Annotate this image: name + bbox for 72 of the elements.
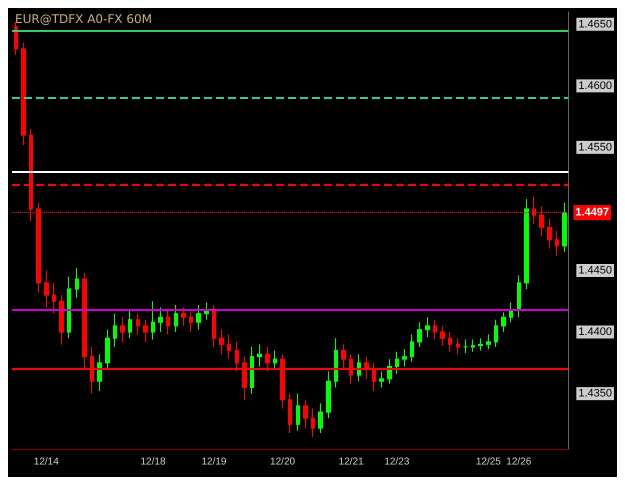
- candlestick: [296, 393, 300, 432]
- candlestick: [395, 351, 399, 374]
- candlestick: [181, 306, 186, 326]
- candlestick: [501, 312, 506, 333]
- candlestick: [417, 322, 422, 348]
- x-tick-label: 12/20: [270, 456, 296, 468]
- candlestick: [196, 304, 201, 330]
- x-tick-label: 12/18: [140, 456, 166, 468]
- candlestick: [486, 334, 491, 350]
- candlestick: [143, 319, 148, 342]
- candlestick: [257, 344, 262, 368]
- candlestick: [547, 218, 552, 249]
- candlestick: [174, 304, 178, 333]
- x-tick-label: 12/23: [384, 456, 410, 468]
- candlestick: [105, 329, 110, 370]
- candlestick: [166, 309, 170, 336]
- candlestick: [311, 408, 315, 438]
- candlestick: [303, 399, 308, 429]
- candlestick: [227, 334, 231, 360]
- chart-title: EUR@TDFX A0-FX 60M: [15, 12, 152, 26]
- candlestick: [555, 230, 559, 256]
- candlestick: [334, 338, 338, 388]
- y-tick-label: 1.4550: [578, 141, 612, 154]
- candlestick: [67, 276, 71, 339]
- candlestick: [273, 350, 277, 370]
- candlestick: [562, 202, 567, 253]
- x-tick-label: 12/14: [34, 456, 60, 468]
- candlestick: [379, 370, 384, 388]
- candlestick: [158, 306, 163, 333]
- candlestick: [136, 313, 140, 336]
- candlestick: [97, 354, 102, 392]
- candlestick: [402, 348, 407, 368]
- candlestick: [120, 316, 125, 342]
- candlestick: [471, 338, 475, 352]
- y-tick-label: 1.4350: [578, 388, 612, 400]
- candlestick: [21, 42, 26, 146]
- candlestick: [288, 393, 292, 434]
- x-tick-label: 12/26: [506, 456, 532, 468]
- candlestick: [463, 338, 468, 354]
- candlestick: [52, 282, 56, 314]
- candlestick: [517, 274, 521, 318]
- candlestick: [212, 304, 216, 348]
- candlestick: [189, 312, 193, 333]
- x-tick-label: 12/21: [338, 456, 364, 468]
- candlestick: [456, 338, 460, 355]
- x-tick-label: 12/25: [476, 456, 502, 468]
- candlestick: [318, 402, 323, 434]
- candlestick: [433, 319, 437, 340]
- y-tick-label: 1.4600: [578, 80, 612, 92]
- y-tick-label: 1.4400: [578, 326, 612, 338]
- x-tick-label: 12/19: [201, 456, 227, 468]
- y-tick-label: 1.4450: [578, 264, 612, 277]
- candlestick: [44, 270, 49, 308]
- candlestick: [509, 302, 513, 323]
- candlestick: [219, 329, 224, 355]
- candlestick: [250, 346, 254, 394]
- candlestick: [151, 300, 155, 340]
- ref-line-label: 1.4497: [575, 206, 610, 219]
- candlestick: [448, 332, 452, 352]
- candlestick: [478, 338, 483, 352]
- candlestick: [128, 309, 132, 339]
- candlestick: [14, 21, 18, 56]
- candlestick: [59, 294, 64, 345]
- candlestick: [75, 268, 79, 298]
- candlestick: [113, 313, 117, 348]
- y-tick-label: 1.4650: [578, 18, 612, 30]
- candlestick: [494, 319, 498, 348]
- candlestick: [440, 325, 445, 346]
- candlestick: [524, 198, 529, 290]
- candlestick: [425, 316, 430, 338]
- candlestick: [326, 370, 331, 419]
- candlestick: [410, 334, 414, 362]
